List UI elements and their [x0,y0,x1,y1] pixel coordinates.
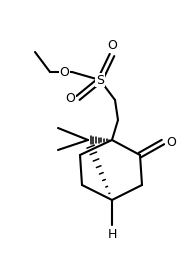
Text: O: O [59,66,69,79]
Text: O: O [166,135,176,149]
Text: H: H [107,228,117,241]
Text: O: O [65,91,75,104]
Text: S: S [96,73,104,86]
Text: O: O [107,39,117,52]
